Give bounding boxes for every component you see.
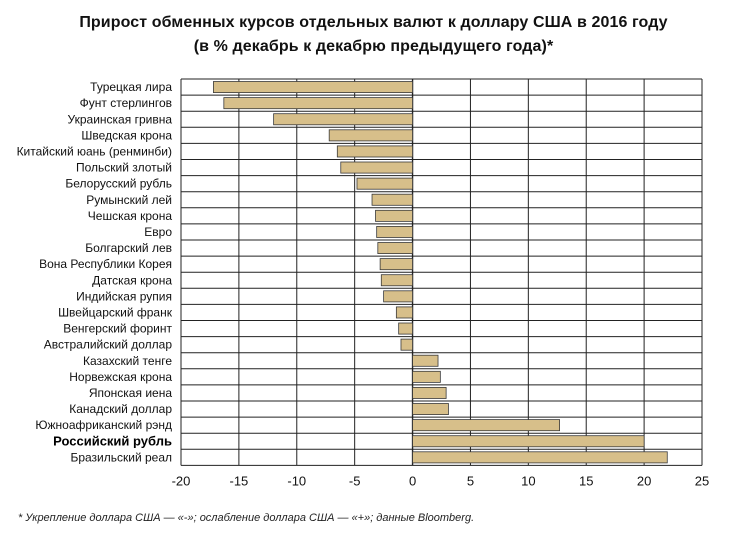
x-tick-label: -5 [349, 473, 361, 488]
bar [379, 258, 413, 271]
category-label: Южноафриканский рэнд [35, 418, 172, 432]
x-tick-label: 20 [637, 473, 651, 488]
chart-subtitle: (в % декабрь к декабрю предыдущего года)… [193, 38, 554, 55]
bar [340, 161, 413, 174]
bar [376, 225, 413, 238]
bar [383, 290, 413, 303]
category-label: Болгарский лев [85, 241, 172, 255]
bar [380, 274, 413, 287]
bar [412, 386, 447, 399]
category-label: Норвежская крона [69, 370, 172, 384]
category-label: Бразильский реал [70, 450, 172, 464]
category-label: Евро [144, 225, 172, 239]
bar [412, 403, 449, 416]
bar [371, 193, 413, 206]
bar [412, 370, 441, 383]
chart-title: Прирост обменных курсов отдельных валют … [79, 14, 668, 31]
category-label: Китайский юань (ренминби) [17, 144, 172, 158]
bar [273, 113, 413, 126]
x-tick-label: 15 [579, 473, 593, 488]
bar [328, 129, 413, 142]
x-tick-label: -10 [287, 473, 306, 488]
x-tick-label: -15 [229, 473, 248, 488]
bar [213, 81, 413, 94]
category-label: Белорусский рубль [65, 177, 172, 191]
bar [398, 322, 413, 335]
category-label: Турецкая лира [90, 80, 172, 94]
bar [412, 354, 439, 367]
category-label: Индийская рупия [76, 289, 172, 303]
category-label: Японская иена [89, 386, 172, 400]
category-label: Украинская гривна [68, 112, 173, 126]
bar [400, 338, 413, 351]
category-label: Чешская крона [88, 209, 173, 223]
category-label: Российский рубль [53, 433, 172, 448]
category-label: Вона Республики Корея [39, 257, 172, 271]
bar [223, 97, 413, 110]
category-label: Датская крона [92, 273, 172, 287]
bar [356, 177, 413, 190]
x-tick-label: 5 [467, 473, 474, 488]
category-label: Фунт стерлингов [80, 96, 172, 110]
bar [412, 451, 668, 464]
category-label: Шведская крона [81, 128, 172, 142]
category-label: Канадский доллар [69, 402, 172, 416]
category-label: Венгерский форинт [63, 322, 172, 336]
bar [412, 419, 560, 432]
category-label: Австралийский доллар [44, 338, 173, 352]
bar [377, 242, 413, 255]
bar [375, 209, 413, 222]
x-tick-label: 10 [521, 473, 535, 488]
x-tick-label: 0 [409, 473, 416, 488]
category-label: Швейцарский франк [58, 305, 173, 319]
footnote: * Укрепление доллара США — «-»; ослаблен… [18, 512, 475, 524]
bar [395, 306, 413, 319]
bar [336, 145, 413, 158]
category-label: Румынский лей [86, 193, 172, 207]
x-tick-label: 25 [695, 473, 709, 488]
bar [412, 435, 645, 448]
category-label: Казахский тенге [83, 354, 172, 368]
category-label: Польский злотый [76, 161, 172, 175]
x-tick-label: -20 [172, 473, 191, 488]
